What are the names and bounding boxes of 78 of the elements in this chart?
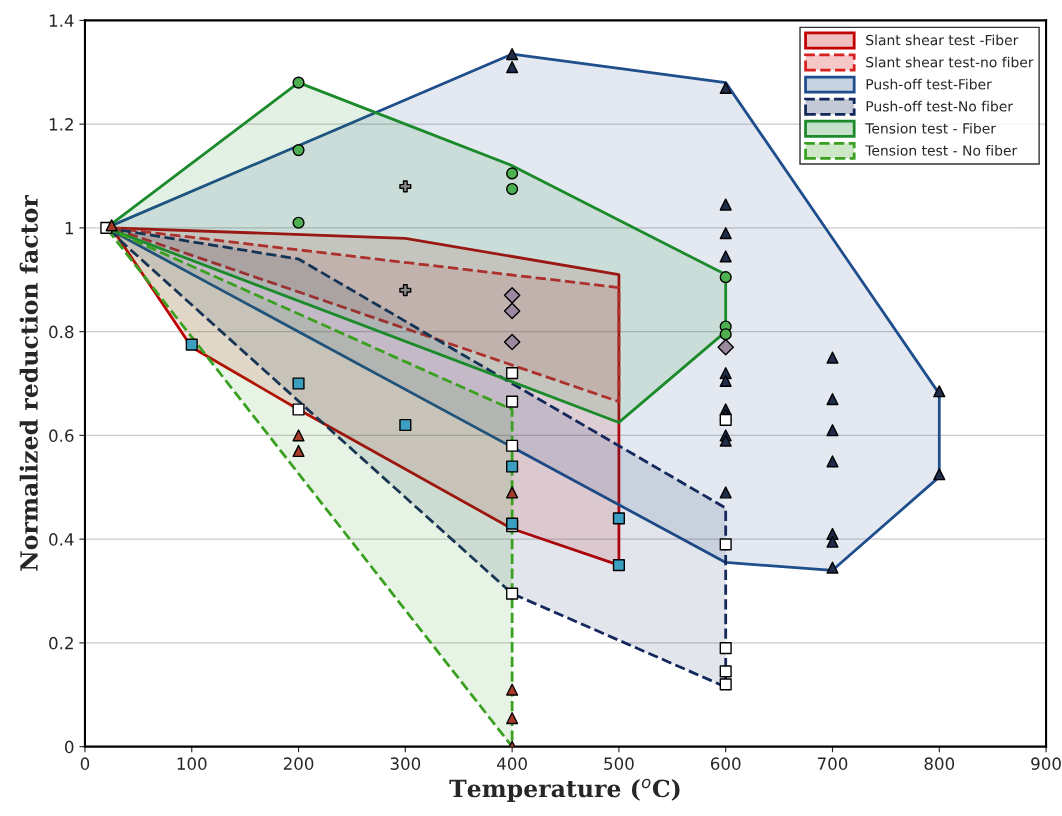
y-tick-label: 1.4	[49, 14, 74, 27]
point	[933, 385, 946, 398]
y-tick-label: 0.8	[49, 325, 74, 339]
y-tick-label: 1	[65, 222, 73, 235]
point	[503, 302, 521, 320]
point	[719, 227, 732, 240]
point	[612, 559, 625, 572]
point	[506, 367, 519, 380]
point	[719, 413, 732, 426]
point	[292, 216, 305, 229]
y-tick-label: 0	[65, 740, 74, 754]
x-tick-label: 0	[80, 757, 90, 770]
x-axis-title: Temperature ($^{o}$C)	[449, 778, 680, 802]
x-tick-label: 100	[177, 757, 207, 770]
x-tick-label: 800	[924, 757, 955, 770]
point	[719, 250, 732, 263]
y-tick-label: 1.2	[49, 118, 73, 131]
x-tick-label: 600	[710, 757, 741, 770]
point	[506, 439, 519, 452]
point	[506, 683, 519, 696]
point	[506, 167, 519, 180]
point	[503, 287, 521, 304]
point	[506, 587, 519, 600]
point	[719, 678, 732, 691]
point	[506, 712, 519, 725]
x-tick-label: 900	[1031, 757, 1061, 770]
x-tick-label: 700	[817, 757, 848, 770]
point	[399, 180, 412, 193]
point	[292, 429, 305, 442]
point	[292, 76, 305, 89]
point	[719, 81, 732, 94]
point	[826, 561, 839, 574]
point	[719, 328, 732, 341]
point	[506, 395, 519, 408]
y-axis-title: Normalized reduction factor	[19, 194, 38, 571]
x-tick-label: 200	[283, 757, 314, 770]
point	[399, 418, 412, 432]
point	[719, 538, 732, 551]
legend-label: Slant shear test-no fiber	[866, 56, 1034, 68]
point	[506, 460, 519, 473]
point	[719, 486, 732, 499]
point	[826, 424, 839, 437]
point	[719, 374, 732, 388]
point	[826, 393, 839, 406]
point	[826, 455, 839, 468]
point	[612, 512, 625, 525]
point	[292, 403, 305, 416]
y-tick-label: 0.2	[49, 636, 73, 650]
point	[826, 535, 839, 548]
point	[719, 434, 732, 447]
point	[506, 486, 519, 499]
x-tick-label: 500	[604, 757, 634, 770]
point	[506, 48, 519, 61]
point	[826, 351, 839, 364]
point	[933, 468, 946, 481]
x-tick-label: 300	[390, 757, 421, 770]
point	[185, 338, 198, 351]
x-tick-label: 400	[497, 757, 527, 770]
y-tick-label: 0.4	[49, 533, 74, 546]
point	[506, 61, 519, 74]
point	[719, 665, 732, 678]
point	[503, 333, 521, 351]
point	[292, 444, 305, 458]
legend-label: Push-off test-No fiber	[866, 100, 1014, 112]
point	[719, 198, 732, 211]
legend-label: Push-off test-Fiber	[866, 78, 992, 90]
point	[717, 338, 735, 356]
point	[105, 219, 118, 232]
legend-label: Tension test - Fiber	[865, 122, 996, 134]
point	[292, 377, 305, 390]
legend-label: Slant shear test -Fiber	[866, 34, 1019, 46]
point	[292, 144, 305, 157]
point	[399, 284, 412, 297]
point	[719, 642, 732, 655]
point	[719, 271, 732, 284]
y-tick-label: 0.6	[49, 429, 74, 442]
point	[506, 182, 519, 196]
legend-label: Tension test - No fiber	[865, 144, 1018, 156]
